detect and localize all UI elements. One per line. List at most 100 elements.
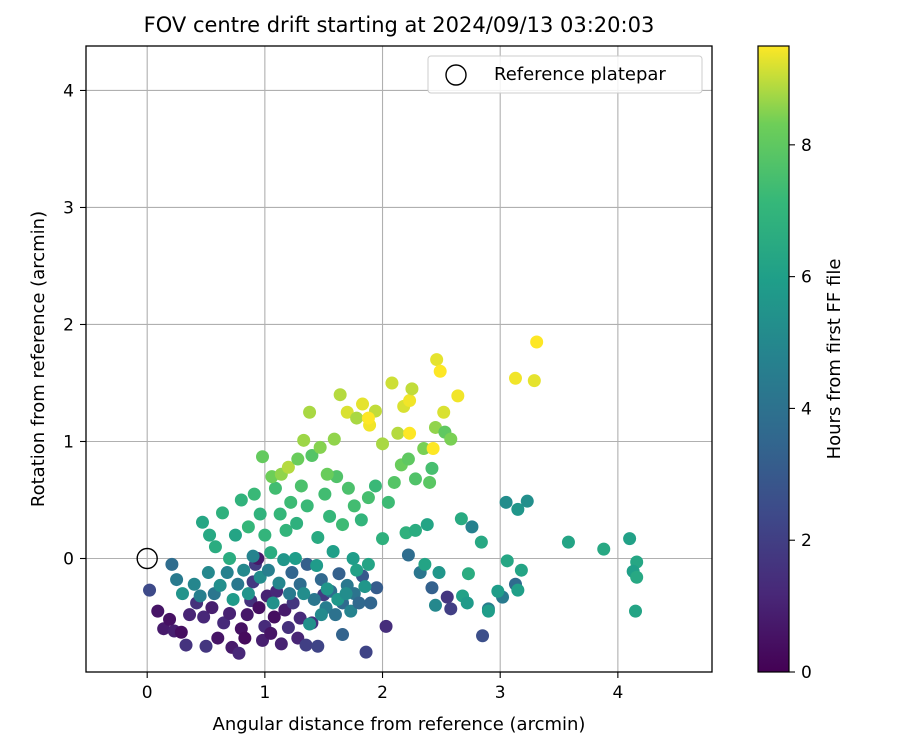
data-point [273, 507, 287, 521]
data-point [500, 554, 514, 568]
data-point [387, 475, 401, 489]
x-tick-label: 0 [142, 683, 153, 703]
data-point [291, 452, 305, 466]
data-point [460, 596, 474, 610]
data-point [237, 563, 251, 577]
data-point [281, 460, 295, 474]
data-point [318, 487, 332, 501]
data-point [297, 433, 311, 447]
colorbar-label: Hours from first FF file [824, 259, 845, 460]
colorbar-ticks: 0 2 4 6 8 [789, 136, 812, 683]
colorbar-tick-label: 8 [801, 136, 812, 156]
data-point [231, 577, 245, 591]
data-point [361, 411, 375, 425]
data-point [403, 426, 417, 440]
data-point [358, 580, 372, 594]
data-point [193, 589, 207, 603]
data-point [461, 567, 475, 581]
data-point [228, 528, 242, 542]
colorbar-tick-label: 6 [801, 268, 812, 288]
data-point [246, 549, 260, 563]
data-point [432, 566, 446, 580]
data-point [163, 612, 177, 626]
data-point [405, 382, 419, 396]
data-point [465, 520, 479, 534]
data-point [217, 616, 231, 630]
data-point [417, 442, 431, 456]
x-tick-label: 3 [495, 683, 506, 703]
data-point [491, 584, 505, 598]
data-point [361, 491, 375, 505]
data-point [240, 608, 254, 622]
data-point [183, 608, 197, 622]
colorbar-tick-label: 4 [801, 399, 812, 419]
legend: Reference platepar [427, 55, 703, 94]
reference-marker-layer [136, 547, 158, 570]
data-point [272, 576, 286, 590]
y-tick-label: 2 [63, 315, 74, 335]
data-point [451, 389, 465, 403]
data-point [320, 467, 334, 481]
data-point [143, 583, 157, 597]
data-point [361, 557, 375, 571]
x-tick-label: 4 [612, 683, 623, 703]
plot-frame [85, 45, 713, 673]
data-point [359, 645, 373, 659]
data-point [279, 523, 293, 537]
legend-label: Reference platepar [494, 64, 666, 85]
data-point [437, 405, 451, 419]
y-tick-label: 4 [63, 81, 74, 101]
data-point [527, 374, 541, 388]
data-point [226, 592, 240, 606]
data-point [364, 596, 378, 610]
data-point [238, 631, 252, 645]
data-point [213, 578, 227, 592]
data-point [381, 495, 395, 509]
data-point [305, 449, 319, 463]
data-point [344, 604, 358, 618]
data-point [151, 604, 165, 618]
data-point [530, 335, 544, 349]
legend-box [427, 55, 703, 94]
y-tick-label: 3 [63, 198, 74, 218]
data-point [256, 450, 270, 464]
y-axis-label: Rotation from reference (arcmin) [28, 211, 49, 507]
data-point [339, 587, 353, 601]
data-point [514, 563, 528, 577]
data-point [300, 499, 314, 513]
data-point [264, 546, 278, 560]
data-point [444, 602, 458, 616]
data-point [203, 528, 217, 542]
data-point [170, 573, 184, 587]
data-point [179, 638, 193, 652]
data-point [293, 611, 307, 625]
data-point [433, 364, 447, 378]
data-point [303, 617, 317, 631]
data-point [511, 502, 525, 516]
data-point [440, 590, 454, 604]
data-point [454, 512, 468, 526]
y-tick-label: 1 [63, 432, 74, 452]
data-point [328, 608, 342, 622]
data-point [264, 626, 278, 640]
colorbar-gradient [757, 45, 790, 673]
data-point [341, 481, 355, 495]
data-point [352, 596, 366, 610]
data-point [187, 577, 201, 591]
data-point [252, 601, 266, 615]
data-point [385, 376, 399, 390]
data-point [314, 608, 328, 622]
data-point [347, 499, 361, 513]
data-point [313, 440, 327, 454]
data-point [629, 604, 643, 618]
data-point [297, 587, 311, 601]
data-point [520, 494, 534, 508]
colorbar: 0 2 4 6 8 Hours from first FF file [757, 45, 845, 683]
data-point [288, 552, 302, 566]
data-point [408, 523, 422, 537]
data-point [428, 598, 442, 612]
data-point [499, 495, 513, 509]
data-point [425, 461, 439, 475]
data-point [336, 518, 350, 532]
